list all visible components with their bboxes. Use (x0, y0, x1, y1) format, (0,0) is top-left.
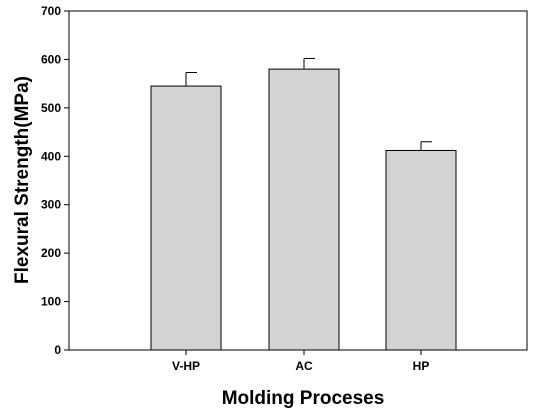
x-axis-ticks: V-HP AC HP (172, 350, 429, 373)
bars (150, 57, 457, 351)
y-tick-label: 700 (41, 4, 61, 18)
y-tick-label: 0 (54, 343, 61, 357)
y-axis-ticks: 0 100 200 300 400 500 600 700 (41, 4, 69, 357)
bar (150, 85, 222, 351)
x-tick-label: AC (295, 359, 313, 373)
y-tick-label: 300 (41, 198, 61, 212)
x-tick-label: HP (413, 359, 430, 373)
x-tick-label: V-HP (172, 359, 200, 373)
y-tick-label: 200 (41, 246, 61, 260)
y-tick-label: 500 (41, 101, 61, 115)
y-tick-label: 100 (41, 295, 61, 309)
x-axis-title: Molding Proceses (222, 388, 385, 409)
y-axis-title: Flexural Strength(MPa) (12, 76, 33, 284)
y-tick-label: 400 (41, 149, 61, 163)
bar (385, 149, 457, 351)
bar (268, 68, 340, 351)
y-tick-label: 600 (41, 52, 61, 66)
